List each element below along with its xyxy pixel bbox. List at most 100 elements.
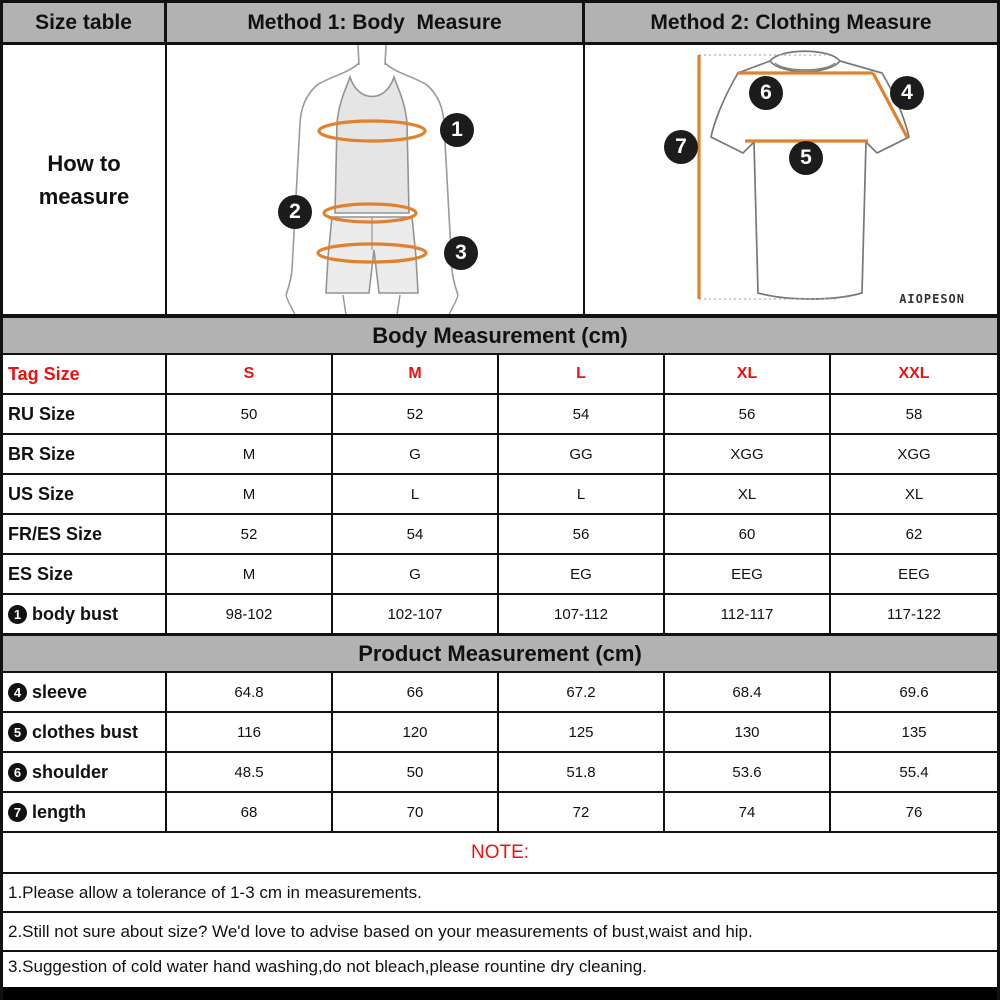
tag-size-label: Tag Size xyxy=(3,355,167,395)
row-label-clothes-bust: 5 clothes bust xyxy=(3,713,167,753)
marker-1-label: 1 xyxy=(451,118,463,141)
circled-1-icon: 1 xyxy=(8,604,27,624)
circled-6-icon: 6 xyxy=(8,762,27,782)
marker-5-label: 5 xyxy=(800,146,812,169)
cell-value: 50 xyxy=(333,753,499,793)
cell-value: XL xyxy=(831,475,997,515)
cell-value: 102-107 xyxy=(333,595,499,635)
row-label-text: shoulder xyxy=(32,761,109,782)
row-label-text: length xyxy=(32,801,86,822)
cell-value: M xyxy=(167,475,333,515)
cell-value: XGG xyxy=(665,435,831,475)
cell-value: 112-117 xyxy=(665,595,831,635)
cell-value: 70 xyxy=(333,793,499,833)
cell-value: G xyxy=(333,555,499,595)
note-item-1: 1.Please allow a tolerance of 1-3 cm in … xyxy=(3,874,997,913)
marker-3: 3 xyxy=(444,236,478,270)
table-row-us-size: US Size M L L XL XL xyxy=(3,475,997,515)
cell-value: 52 xyxy=(167,515,333,555)
product-measurement-title: Product Measurement (cm) xyxy=(3,635,997,673)
marker-5: 5 xyxy=(789,141,823,175)
table-row-clothes-bust: 5 clothes bust 116 120 125 130 135 xyxy=(3,713,997,753)
cell-value: XL xyxy=(665,475,831,515)
row-label-sleeve: 4 sleeve xyxy=(3,673,167,713)
row-label-us-size: US Size xyxy=(3,475,167,515)
method2-header: Method 2: Clothing Measure xyxy=(585,3,997,45)
row-label-fres-size: FR/ES Size xyxy=(3,515,167,555)
table-row-br-size: BR Size M G GG XGG XGG xyxy=(3,435,997,475)
cell-value: EEG xyxy=(831,555,997,595)
cell-value: 74 xyxy=(665,793,831,833)
cell-value: 48.5 xyxy=(167,753,333,793)
size-col-s: S xyxy=(167,355,333,395)
cell-value: 53.6 xyxy=(665,753,831,793)
cell-value: 62 xyxy=(831,515,997,555)
marker-2-label: 2 xyxy=(289,200,301,223)
cell-value: 52 xyxy=(333,395,499,435)
clothing-measure-diagram: 6 4 7 5 AIOPESON xyxy=(585,45,997,317)
marker-6-label: 6 xyxy=(760,81,772,104)
cell-value: 130 xyxy=(665,713,831,753)
size-col-xxl: XXL xyxy=(831,355,997,395)
how-to-measure-line2: measure xyxy=(38,183,130,209)
marker-1: 1 xyxy=(440,113,474,147)
size-col-m: M xyxy=(333,355,499,395)
cell-value: M xyxy=(167,435,333,475)
marker-4: 4 xyxy=(890,76,924,110)
method1-header: Method 1: Body Measure xyxy=(167,3,585,45)
circled-7-icon: 7 xyxy=(8,802,27,822)
cell-value: 66 xyxy=(333,673,499,713)
cell-value: 68.4 xyxy=(665,673,831,713)
note-item-3: 3.Suggestion of cold water hand washing,… xyxy=(8,957,647,976)
row-label-text: sleeve xyxy=(32,681,88,702)
body-measurement-title: Body Measurement (cm) xyxy=(3,317,997,355)
cell-value: EG xyxy=(499,555,665,595)
cell-value: 76 xyxy=(831,793,997,833)
size-table-header: Size table xyxy=(3,3,167,45)
cell-value: 51.8 xyxy=(499,753,665,793)
row-label-br-size: BR Size xyxy=(3,435,167,475)
cell-value: 58 xyxy=(831,395,997,435)
size-col-l: L xyxy=(499,355,665,395)
circled-5-icon: 5 xyxy=(8,722,27,742)
marker-3-label: 3 xyxy=(455,241,467,264)
illustration-row: How to measure xyxy=(3,45,997,317)
row-label-shoulder: 6 shoulder xyxy=(3,753,167,793)
body-measure-diagram: 1 2 3 xyxy=(167,45,585,317)
cell-value: 56 xyxy=(665,395,831,435)
row-label-ru-size: RU Size xyxy=(3,395,167,435)
row-label-length: 7 length xyxy=(3,793,167,833)
note-item-2: 2.Still not sure about size? We'd love t… xyxy=(3,913,997,952)
row-label-body-bust: 1 body bust xyxy=(3,595,167,635)
cell-value: GG xyxy=(499,435,665,475)
cell-value: 69.6 xyxy=(831,673,997,713)
cell-value: 54 xyxy=(333,515,499,555)
cell-value: M xyxy=(167,555,333,595)
row-label-text: clothes bust xyxy=(32,721,139,742)
cell-value: 67.2 xyxy=(499,673,665,713)
cell-value: 116 xyxy=(167,713,333,753)
table-row-fres-size: FR/ES Size 52 54 56 60 62 xyxy=(3,515,997,555)
cell-value: 98-102 xyxy=(167,595,333,635)
top-header-row: Size table Method 1: Body Measure Method… xyxy=(3,3,997,45)
circled-4-icon: 4 xyxy=(8,682,27,702)
table-row-es-size: ES Size M G EG EEG EEG xyxy=(3,555,997,595)
tshirt-figure-icon xyxy=(697,50,910,300)
cell-value: 68 xyxy=(167,793,333,833)
marker-7-label: 7 xyxy=(675,135,687,158)
cell-value: 107-112 xyxy=(499,595,665,635)
table-row-length: 7 length 68 70 72 74 76 xyxy=(3,793,997,833)
cell-value: 125 xyxy=(499,713,665,753)
marker-4-label: 4 xyxy=(901,81,913,104)
cell-value: 60 xyxy=(665,515,831,555)
cell-value: 55.4 xyxy=(831,753,997,793)
table-row-sleeve: 4 sleeve 64.8 66 67.2 68.4 69.6 xyxy=(3,673,997,713)
table-row-shoulder: 6 shoulder 48.5 50 51.8 53.6 55.4 xyxy=(3,753,997,793)
how-to-measure-line1: How to xyxy=(47,150,121,176)
cell-value: 120 xyxy=(333,713,499,753)
cell-value: 54 xyxy=(499,395,665,435)
marker-7: 7 xyxy=(664,130,698,164)
cell-value: 135 xyxy=(831,713,997,753)
brand-logo: AIOPESON xyxy=(899,292,965,306)
cell-value: 117-122 xyxy=(831,595,997,635)
